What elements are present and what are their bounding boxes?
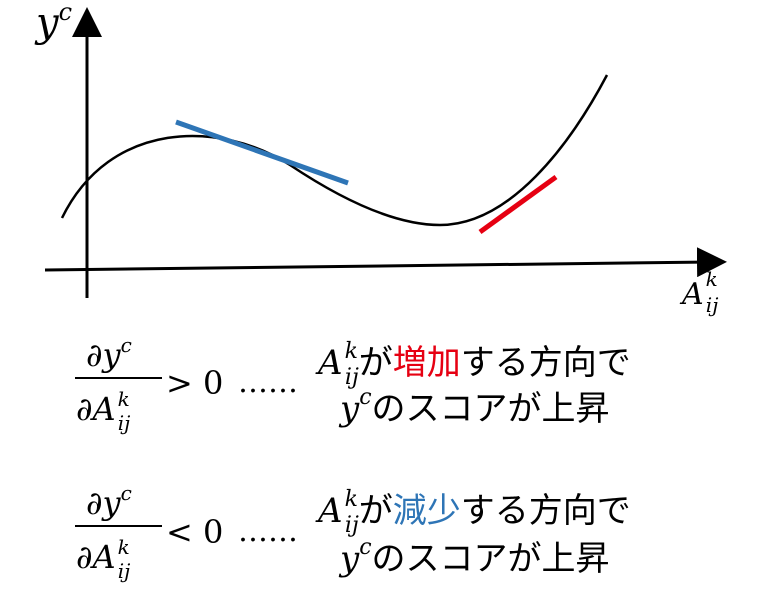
rule-2-line-1: Ak ijが減少する方向で <box>315 487 631 538</box>
rule-2-comparison: < 0 <box>166 513 223 551</box>
rule-2-numerator: ∂yc <box>86 481 132 522</box>
rule-2-line-2: ycのスコアが上昇 <box>338 535 610 579</box>
rule-1-denominator: ∂A k ij <box>76 387 130 435</box>
rule-positive: ∂yc ∂A k ij > 0 …… Ak ijが増加する方向で ycのスコアが上昇 <box>75 333 631 435</box>
rule-1-line-1: Ak ijが増加する方向で <box>315 339 631 390</box>
rule-1-ellipsis: …… <box>238 365 298 400</box>
rule-1-line-2: ycのスコアが上昇 <box>338 385 610 429</box>
x-axis <box>44 247 727 278</box>
score-curve <box>60 74 609 227</box>
rule-1-numerator: ∂yc <box>86 333 132 374</box>
tangent-positive-slope <box>478 174 558 235</box>
rule-1-comparison: > 0 <box>166 364 223 402</box>
rule-2-denominator: ∂A k ij <box>76 535 130 583</box>
y-axis-label: yc <box>34 0 72 46</box>
tangent-negative-slope <box>175 119 349 186</box>
rule-negative: ∂yc ∂A k ij < 0 …… Ak ijが減少する方向で ycのスコアが上昇 <box>75 481 631 583</box>
rule-2-ellipsis: …… <box>238 514 298 549</box>
